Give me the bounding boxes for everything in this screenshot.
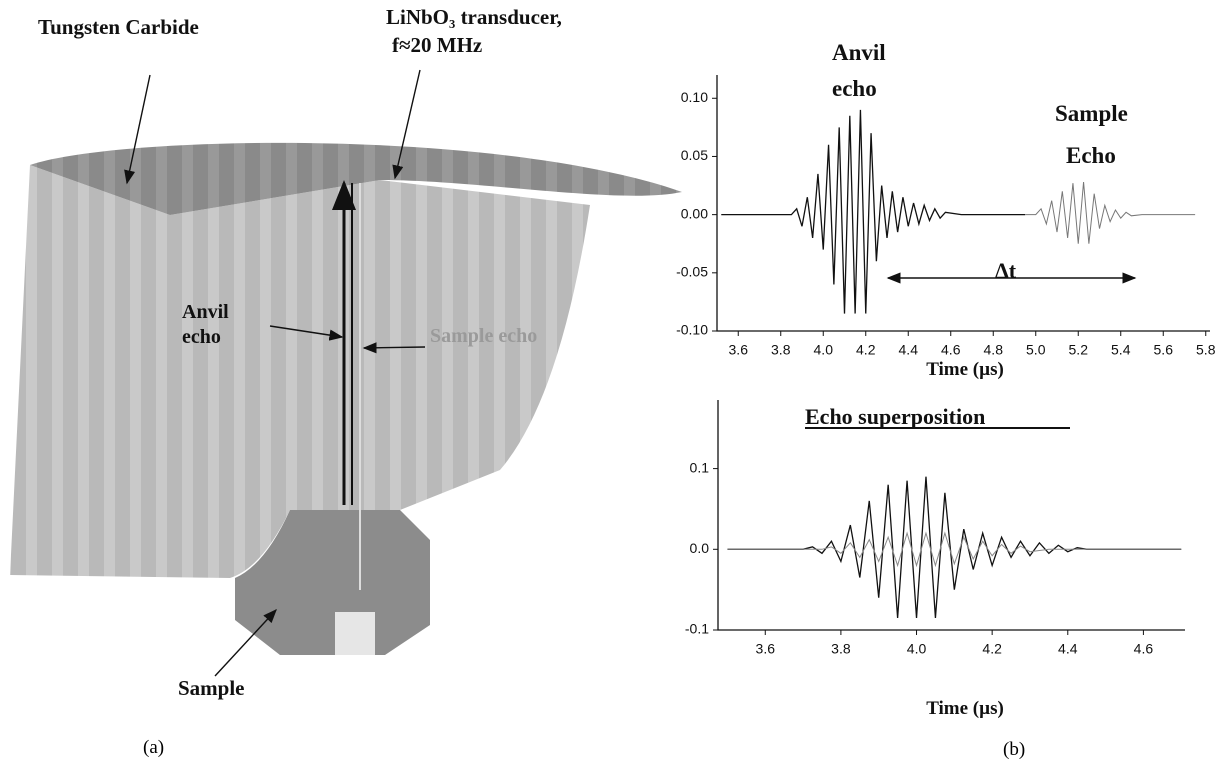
y-tick-label: -0.05: [676, 264, 708, 280]
x-tick-label: 5.6: [1154, 342, 1174, 358]
x-tick-label: 5.2: [1069, 342, 1089, 358]
x-tick-label: 3.6: [756, 641, 776, 657]
chart-title: Echo superposition: [805, 404, 985, 429]
annotation: Sample: [1055, 101, 1128, 126]
x-tick-label: 4.6: [1134, 641, 1154, 657]
x-tick-label: 4.2: [856, 342, 876, 358]
axis: [716, 75, 1210, 332]
annotation: echo: [832, 76, 877, 101]
label: f≈20 MHz: [392, 33, 482, 57]
pointer: [214, 608, 277, 677]
y-tick-label: 0.05: [681, 147, 708, 163]
label: echo: [182, 326, 221, 348]
x-tick-label: 4.2: [982, 641, 1002, 657]
axis: [717, 400, 1185, 631]
label: Tungsten Carbide: [38, 15, 199, 39]
x-tick-label: 4.4: [1058, 641, 1078, 657]
pointer: [392, 69, 421, 180]
annotation: Δt: [995, 258, 1017, 283]
x-axis-label: Time (µs): [926, 359, 1004, 380]
y-tick-label: -0.1: [685, 621, 709, 637]
x-tick-label: 4.0: [814, 342, 834, 358]
x-axis-label: Time (µs): [926, 698, 1004, 719]
caption: (a): [143, 737, 164, 758]
y-tick-label: 0.0: [690, 540, 710, 556]
x-tick-label: 3.8: [831, 641, 851, 657]
y-tick-label: 0.00: [681, 205, 708, 221]
x-tick-label: 5.0: [1026, 342, 1046, 358]
x-tick-label: 4.6: [941, 342, 961, 358]
label: Sample echo: [430, 325, 537, 347]
label: Sample: [178, 676, 245, 700]
pointer: [124, 74, 151, 185]
y-tick-label: 0.1: [690, 459, 710, 475]
x-tick-label: 4.4: [899, 342, 919, 358]
x-tick-label: 3.6: [729, 342, 749, 358]
annotation: Anvil: [832, 40, 886, 65]
label: LiNbO₃ transducer,: [386, 5, 562, 29]
sample-holder: [235, 510, 430, 655]
x-tick-label: 5.8: [1196, 342, 1216, 358]
signal-line: [727, 531, 1182, 568]
x-tick-label: 5.4: [1111, 342, 1131, 358]
signal-line: [721, 109, 1026, 314]
caption: (b): [1003, 739, 1025, 760]
pointer: [362, 342, 426, 354]
anvil-diagram: Tungsten Carbide LiNbO₃ transducer, f≈20…: [10, 5, 1025, 760]
anvil-body: [10, 165, 590, 578]
y-tick-label: 0.10: [681, 89, 708, 105]
x-tick-label: 4.8: [984, 342, 1004, 358]
anvil-top: [30, 142, 682, 215]
label: Anvil: [182, 301, 229, 323]
pointer: [269, 325, 344, 341]
sample-body: [335, 612, 375, 655]
signal-line: [1025, 182, 1196, 244]
y-tick-label: -0.10: [676, 322, 708, 338]
x-tick-label: 4.0: [907, 641, 927, 657]
x-tick-label: 3.8: [771, 342, 791, 358]
signal-line: [727, 476, 1182, 618]
annotation: Echo: [1066, 143, 1116, 168]
